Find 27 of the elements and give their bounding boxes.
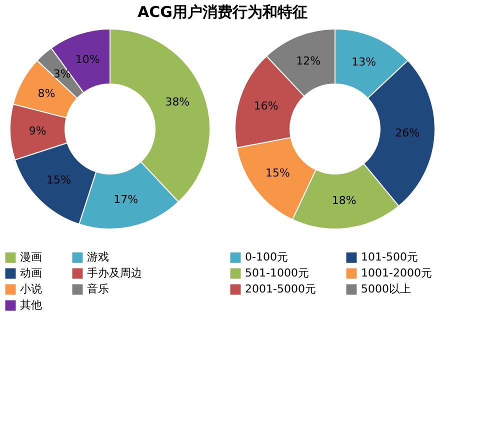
legend-label: 0-100元 — [245, 250, 288, 264]
data-label: 16% — [254, 100, 278, 113]
legend-label: 1001-2000元 — [361, 266, 432, 280]
data-label: 12% — [296, 54, 321, 68]
legend-label: 2001-5000元 — [245, 282, 316, 296]
legend-label: 101-500元 — [361, 250, 418, 264]
data-label: 26% — [395, 126, 420, 140]
data-label: 38% — [165, 95, 190, 108]
legend-label: 手办及周边 — [87, 266, 142, 280]
data-label: 17% — [114, 192, 138, 206]
legend-label: 501-1000元 — [245, 266, 309, 280]
data-label: 15% — [265, 166, 290, 180]
legend-label: 其他 — [20, 298, 42, 312]
legend-label: 5000以上 — [361, 282, 411, 296]
data-label: 10% — [75, 53, 100, 66]
chart-title: ACG用户消费行为和特征 — [138, 3, 308, 21]
data-label: 13% — [352, 55, 376, 68]
data-label: 8% — [38, 87, 56, 100]
legend-label: 漫画 — [20, 250, 42, 264]
data-label: 3% — [53, 68, 71, 81]
data-label: 15% — [46, 173, 71, 186]
legend-label: 小说 — [20, 282, 42, 296]
data-label: 9% — [28, 124, 46, 138]
legend-label: 音乐 — [87, 282, 109, 296]
legend-label: 动画 — [20, 266, 42, 280]
legend-label: 游戏 — [87, 250, 109, 264]
data-label: 18% — [332, 194, 356, 207]
